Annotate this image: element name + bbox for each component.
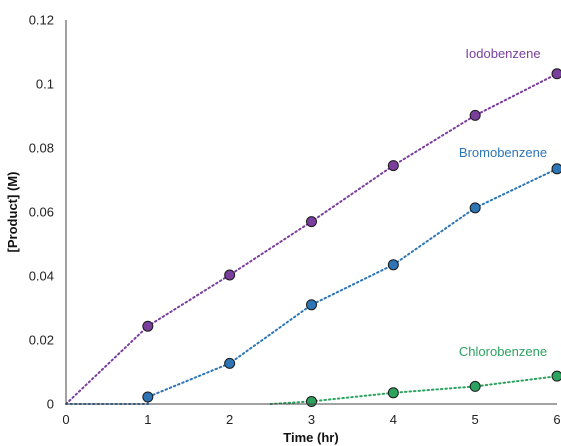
bromobenzene-line (65, 167, 558, 405)
y-tick-label: 0.06 (29, 205, 54, 220)
chlorobenzene-point (387, 387, 399, 399)
x-tick-label: 4 (390, 412, 397, 427)
x-tick-label: 1 (144, 412, 151, 427)
x-tick-label: 5 (472, 412, 479, 427)
x-tick-labels: 0 1 2 3 4 5 6 (62, 412, 560, 427)
iodobenzene-point (387, 160, 399, 172)
y-tick-label: 0 (47, 397, 54, 412)
y-axis-title: [Product] (M) (5, 172, 20, 253)
x-tick-label: 0 (62, 412, 69, 427)
series-labels: Iodobenzene Bromobenzene Chlorobenzene (459, 46, 547, 359)
iodobenzene-point (469, 109, 481, 121)
chlorobenzene-point (306, 395, 317, 407)
bromobenzene-point (469, 202, 481, 214)
x-axis-title: Time (hr) (283, 430, 338, 445)
x-tick-label: 3 (308, 412, 315, 427)
y-tick-label: 0.08 (29, 141, 54, 156)
y-tick-label: 0.02 (29, 333, 54, 348)
chlorobenzene-series (269, 370, 561, 407)
y-tick-label: 0.1 (36, 77, 54, 92)
bromobenzene-point (306, 299, 317, 311)
iodobenzene-point (551, 68, 561, 80)
iodobenzene-point (224, 269, 236, 281)
bromobenzene-point (142, 391, 154, 403)
iodobenzene-series (65, 68, 561, 405)
iodobenzene-point (142, 320, 154, 332)
chlorobenzene-point (469, 380, 481, 392)
iodobenzene-point (306, 216, 317, 228)
y-tick-label: 0.12 (29, 13, 54, 28)
bromobenzene-point (551, 163, 561, 175)
bromobenzene-series (65, 163, 561, 405)
chlorobenzene-point (551, 370, 561, 382)
y-tick-label: 0.04 (29, 269, 54, 284)
y-tick-labels: 0 0.02 0.04 0.06 0.08 0.1 0.12 (29, 13, 54, 412)
chlorobenzene-label: Chlorobenzene (459, 344, 547, 359)
bromobenzene-label: Bromobenzene (459, 145, 547, 160)
iodobenzene-label: Iodobenzene (465, 46, 540, 61)
bromobenzene-point (224, 357, 236, 369)
x-tick-label: 6 (553, 412, 560, 427)
x-tick-label: 2 (226, 412, 233, 427)
bromobenzene-point (387, 259, 399, 271)
